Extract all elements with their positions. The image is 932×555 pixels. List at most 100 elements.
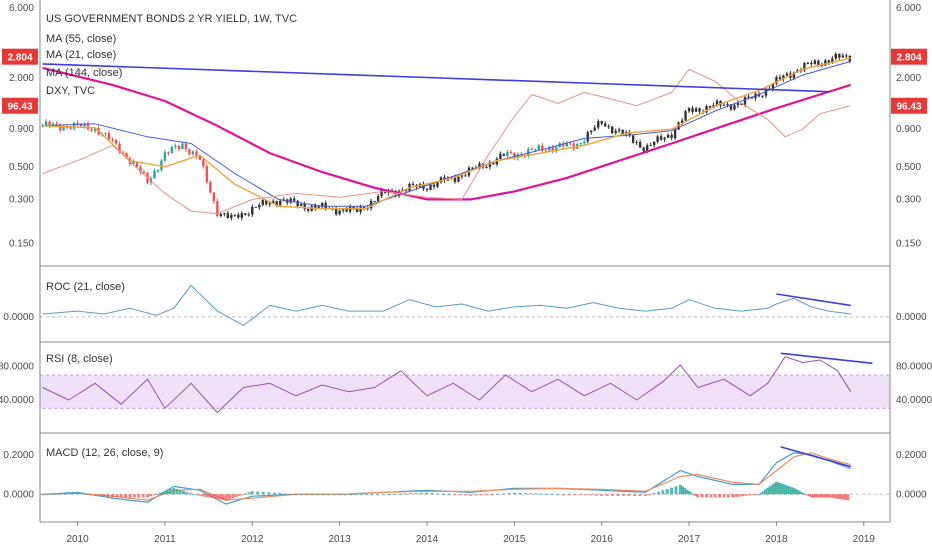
candle-body — [163, 152, 167, 161]
candle-body — [86, 123, 90, 130]
roc-line — [42, 284, 851, 326]
macd-histogram-bar — [709, 494, 713, 498]
macd-histogram-bar — [757, 494, 761, 496]
candle-body — [338, 210, 341, 215]
macd-histogram-bar — [529, 493, 533, 495]
macd-histogram-bar — [208, 494, 212, 498]
candle-body — [597, 121, 600, 128]
candle-body — [761, 95, 764, 97]
macd-histogram-bar — [627, 494, 631, 496]
macd-histogram-bar — [578, 494, 582, 496]
macd-histogram-bar — [750, 494, 754, 496]
trendline — [780, 352, 873, 365]
macd-histogram-bar — [681, 486, 685, 495]
candle-body — [341, 209, 345, 211]
candle-body — [562, 143, 565, 147]
macd-histogram-bar — [685, 489, 689, 495]
dxy-badge-right — [891, 97, 927, 114]
macd-histogram-bar — [175, 488, 179, 495]
candle-body — [195, 151, 198, 157]
candle-body — [247, 214, 250, 216]
candle-body — [502, 153, 506, 156]
macd-histogram-bar — [267, 492, 271, 495]
candle-body — [722, 104, 726, 106]
candle-body — [191, 151, 195, 155]
x-tick-label: 2019 — [853, 534, 876, 545]
macd-histogram-bar — [812, 494, 816, 498]
macd-histogram-bar — [128, 494, 132, 498]
main-title: US GOVERNMENT BONDS 2 YR YIELD, 1W, TVC — [46, 13, 297, 25]
macd-histogram-bar — [463, 494, 467, 496]
macd-histogram-bar — [201, 494, 205, 497]
pane-borders — [39, 0, 891, 523]
axis-layer: 2010 2011 2012 2013 2014 2015 2016 2017 2018 2019… — [0, 3, 932, 545]
macd-histogram-bar — [731, 494, 735, 498]
price-badge-left — [2, 48, 38, 65]
macd-histogram-bar — [501, 493, 505, 495]
macd-histogram-bar — [611, 494, 615, 496]
candle-body — [460, 175, 464, 177]
macd-histogram-bar — [822, 494, 826, 498]
macd-histogram-bar — [572, 494, 576, 496]
candle-body — [324, 202, 327, 209]
macd-histogram-bar — [49, 493, 53, 495]
candle-body — [663, 137, 666, 140]
macd-histogram-bar — [398, 493, 402, 495]
candle-body — [142, 171, 146, 173]
candle-body — [656, 136, 659, 142]
macd-histogram-bar — [792, 487, 796, 495]
macd-histogram-bar — [283, 493, 287, 495]
candle-body — [845, 55, 848, 57]
candle-body — [652, 141, 656, 145]
macd-histogram-bar — [106, 494, 110, 497]
candle-body — [579, 143, 582, 145]
macd-histogram-bar — [726, 494, 730, 498]
series-layer — [41, 52, 873, 505]
candle-body — [687, 108, 691, 112]
dxy-badge-label: 96.43 — [7, 102, 32, 113]
candle-body — [733, 105, 736, 110]
candle-body — [366, 208, 369, 210]
candle-body — [607, 126, 610, 128]
macd-histogram-bar — [764, 489, 768, 495]
trendline — [42, 63, 829, 93]
candle-body — [251, 206, 254, 215]
candle-body — [743, 97, 747, 105]
candle-body — [628, 132, 631, 136]
candle-body — [111, 139, 114, 141]
candle-body — [334, 208, 338, 215]
candle-body — [569, 142, 572, 144]
macd-histogram-bar — [365, 494, 369, 496]
y-tick-label-left: 40.0000 — [0, 395, 34, 406]
macd-histogram-bar — [237, 494, 241, 496]
candle-body — [198, 156, 202, 160]
candle-body — [635, 142, 638, 144]
macd-histogram-bar — [45, 494, 49, 496]
macd-histogram-bar — [827, 494, 831, 498]
candle-body — [425, 188, 429, 190]
macd-histogram-bar — [250, 491, 254, 495]
candle-body — [593, 127, 596, 131]
macd-histogram-bar — [272, 492, 276, 495]
macd-histogram-bar — [409, 493, 413, 495]
legend-ma55: MA (55, close) — [46, 33, 116, 45]
macd-histogram-bar — [643, 494, 647, 496]
macd-histogram-bar — [803, 493, 807, 495]
candle-body — [411, 183, 415, 185]
macd-histogram-bar — [796, 490, 800, 495]
candle-body — [55, 123, 58, 125]
candle-body — [838, 53, 841, 58]
macd-histogram-bar — [71, 492, 75, 495]
macd-histogram-bar — [76, 492, 80, 495]
y-tick-label-right: 0.900 — [896, 124, 921, 135]
x-tick-label: 2012 — [241, 534, 264, 545]
macd-histogram-bar — [149, 494, 153, 497]
candle-body — [300, 204, 303, 206]
candle-body — [167, 152, 170, 154]
candle-body — [583, 141, 586, 144]
macd-histogram-bar — [447, 494, 451, 496]
macd-histogram-bar — [469, 494, 473, 496]
candle-body — [509, 152, 513, 154]
